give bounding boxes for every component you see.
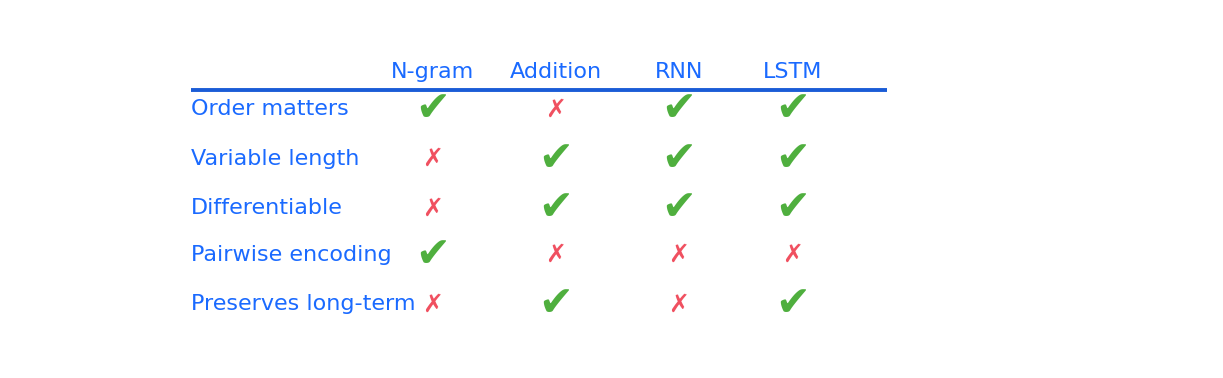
Text: Differentiable: Differentiable bbox=[191, 198, 342, 218]
Text: RNN: RNN bbox=[654, 62, 703, 82]
Text: Preserves long-term: Preserves long-term bbox=[191, 294, 416, 314]
Text: ✗: ✗ bbox=[669, 243, 690, 267]
Text: ✗: ✗ bbox=[422, 196, 443, 220]
Text: ✔: ✔ bbox=[538, 284, 574, 325]
Text: ✔: ✔ bbox=[538, 187, 574, 229]
Text: ✔: ✔ bbox=[775, 284, 810, 325]
Text: ✗: ✗ bbox=[783, 243, 804, 267]
Text: LSTM: LSTM bbox=[763, 62, 822, 82]
Text: Addition: Addition bbox=[510, 62, 602, 82]
Text: ✔: ✔ bbox=[538, 138, 574, 180]
Text: Pairwise encoding: Pairwise encoding bbox=[191, 245, 391, 265]
Text: ✔: ✔ bbox=[662, 187, 696, 229]
Text: Order matters: Order matters bbox=[191, 99, 349, 119]
Text: ✔: ✔ bbox=[415, 88, 450, 130]
Text: ✗: ✗ bbox=[669, 293, 690, 316]
Text: ✗: ✗ bbox=[545, 243, 566, 267]
Text: ✗: ✗ bbox=[545, 98, 566, 121]
Text: ✔: ✔ bbox=[775, 187, 810, 229]
Text: ✔: ✔ bbox=[415, 234, 450, 276]
Text: N-gram: N-gram bbox=[391, 62, 475, 82]
Text: ✔: ✔ bbox=[775, 88, 810, 130]
Text: ✗: ✗ bbox=[422, 147, 443, 171]
Text: ✗: ✗ bbox=[422, 293, 443, 316]
Text: ✔: ✔ bbox=[662, 138, 696, 180]
Text: Variable length: Variable length bbox=[191, 149, 360, 169]
Text: ✔: ✔ bbox=[662, 88, 696, 130]
Text: ✔: ✔ bbox=[775, 138, 810, 180]
